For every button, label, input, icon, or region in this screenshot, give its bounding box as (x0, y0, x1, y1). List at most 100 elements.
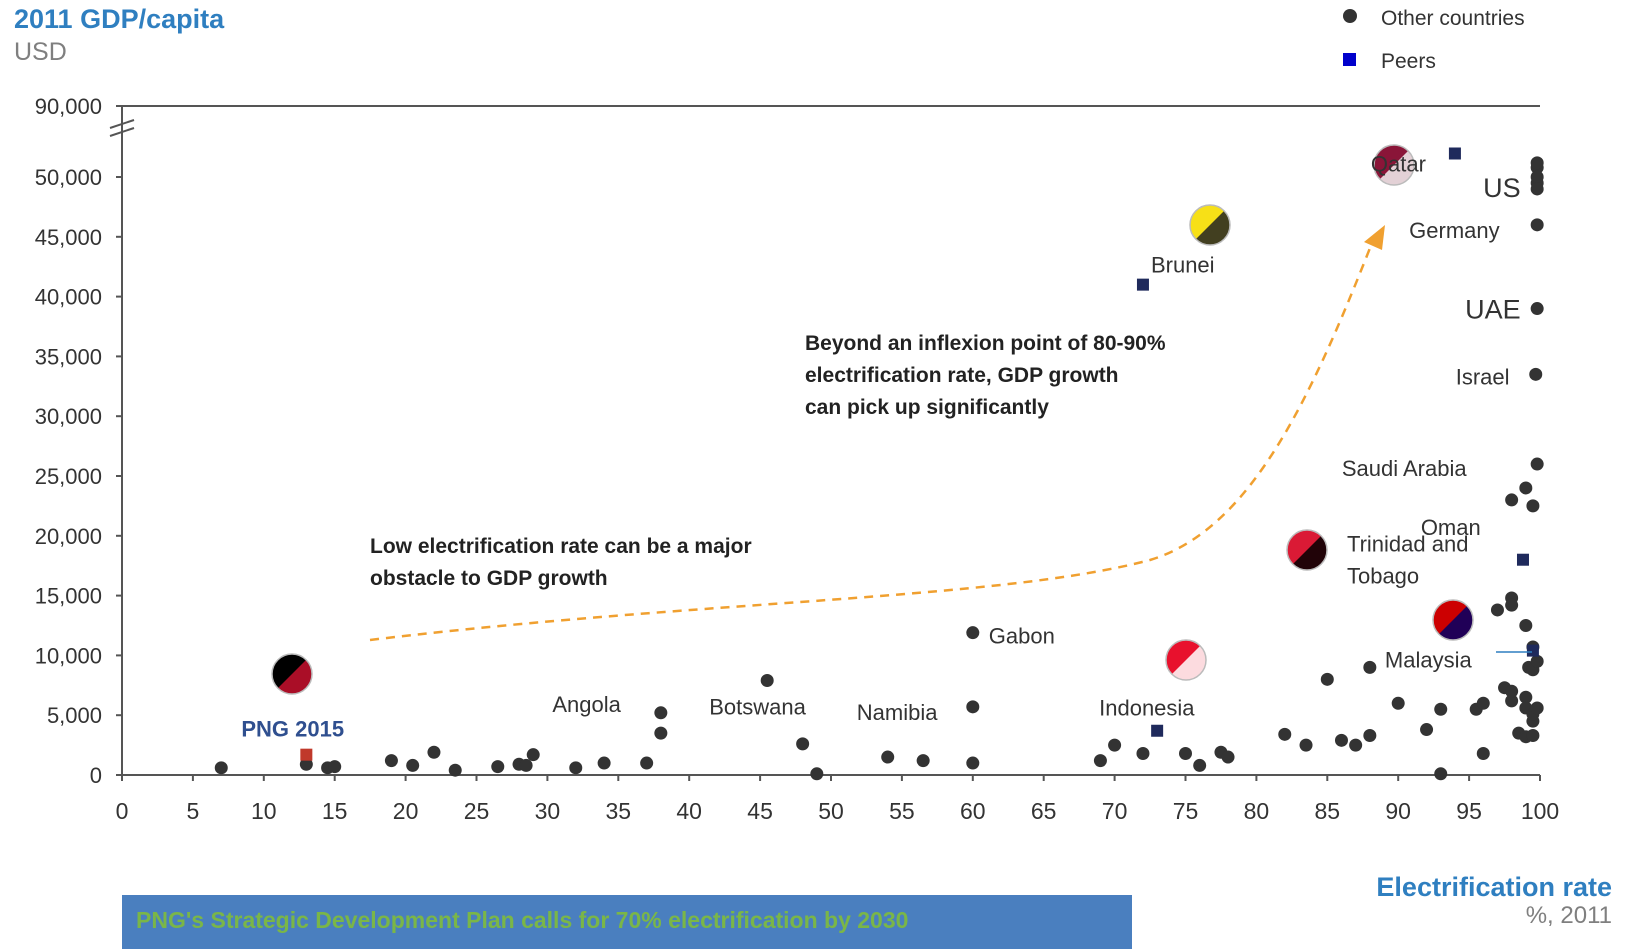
data-point-other (966, 756, 980, 770)
x-tick-label: 30 (535, 798, 561, 824)
y-tick-label: 0 (90, 763, 102, 788)
strategy-banner: PNG's Strategic Development Plan calls f… (122, 895, 1132, 949)
qatar-flag (1373, 144, 1415, 186)
data-point-other (1334, 733, 1348, 747)
data-point-other (1108, 738, 1122, 752)
data-point-other (1490, 603, 1504, 617)
data-point-other (1505, 598, 1519, 612)
x-tick-label: 70 (1102, 798, 1128, 824)
x-tick-label: 80 (1244, 798, 1270, 824)
scatter-chart: 0 5,000 10,000 15,000 20,000 25,000 30,000 35,0… (35, 94, 1559, 824)
data-point-other (1530, 170, 1544, 184)
y-tick-label: 35,000 (35, 344, 102, 369)
data-point-other (1363, 660, 1377, 674)
data-point-other (654, 706, 668, 720)
trend-arrow-head (1364, 225, 1385, 250)
legend-other-marker (1343, 9, 1357, 23)
x-tick-label: 20 (393, 798, 419, 824)
x-axis-unit: %, 2011 (1525, 902, 1612, 929)
data-point-other (569, 761, 583, 775)
data-point-other (1391, 696, 1405, 710)
y-tick-label: 30,000 (35, 404, 102, 429)
data-point-other (1179, 746, 1192, 760)
point-label: Israel (1456, 364, 1510, 389)
y-tick-label: 5,000 (47, 703, 102, 728)
annotation-text: can pick up significantly (805, 396, 1049, 419)
y-axis-title: 2011 GDP/capita (14, 4, 225, 34)
data-point-other (519, 758, 533, 772)
x-tick-label: 0 (116, 798, 129, 824)
point-label: Trinidad and (1347, 532, 1468, 557)
legend-peers-label: Peers (1381, 50, 1436, 73)
data-point-peer (300, 748, 313, 761)
brunei-flag (1189, 204, 1231, 246)
data-point-other (1434, 702, 1448, 716)
annotation-text: obstacle to GDP growth (370, 567, 608, 590)
data-point-other (1530, 654, 1544, 668)
data-point-other (1420, 723, 1434, 737)
data-point-other (810, 767, 824, 781)
x-tick-label: 60 (960, 798, 986, 824)
x-tick-label: 100 (1521, 798, 1559, 824)
data-point-other (1526, 729, 1540, 743)
papua-new-guinea-flag (271, 653, 313, 695)
data-point-other (654, 726, 668, 740)
data-point-other (1530, 218, 1544, 232)
data-point-other (1530, 156, 1544, 170)
point-label: Namibia (857, 700, 938, 725)
legend-other-label: Other countries (1381, 7, 1525, 30)
data-point-peer (1151, 724, 1164, 737)
data-point-other (1519, 481, 1533, 495)
data-point-other (1434, 767, 1448, 781)
data-point-other (796, 737, 810, 751)
x-tick-label: 65 (1031, 798, 1057, 824)
data-point-other (1505, 684, 1519, 698)
point-label: Botswana (709, 695, 806, 720)
data-point-other (1505, 694, 1519, 708)
data-point-other (1530, 701, 1544, 715)
y-tick-label: 20,000 (35, 524, 102, 549)
data-point-other (214, 761, 228, 775)
legend-peers-marker (1343, 53, 1356, 66)
data-point-other (640, 756, 654, 770)
y-tick-label: 15,000 (35, 584, 102, 609)
data-point-other (881, 750, 895, 764)
data-point-other (916, 754, 930, 768)
point-label: Indonesia (1099, 696, 1195, 721)
trend-arrow-line (369, 247, 1372, 642)
data-point-other (1530, 302, 1544, 316)
point-label: Angola (552, 692, 621, 717)
point-label: Qatar (1371, 152, 1426, 177)
data-point-peer (1448, 147, 1461, 160)
axis-break-mark (109, 127, 135, 137)
data-point-other (760, 674, 774, 688)
y-tick-label: 10,000 (35, 643, 102, 668)
y-axis-unit: USD (14, 38, 67, 66)
data-point-other (1526, 499, 1540, 513)
point-label: Tobago (1347, 564, 1419, 589)
data-point-other (1530, 182, 1544, 196)
point-label: Malaysia (1385, 648, 1473, 673)
annotation-text: Low electrification rate can be a major (370, 535, 752, 558)
point-label: Oman (1421, 515, 1481, 540)
x-tick-label: 50 (818, 798, 844, 824)
x-tick-label: 45 (747, 798, 773, 824)
data-point-other (1299, 738, 1313, 752)
y-tick-label: 40,000 (35, 285, 102, 310)
malaysia-flag (1432, 599, 1474, 641)
point-label: Saudi Arabia (1342, 456, 1468, 481)
x-tick-label: 40 (676, 798, 702, 824)
data-point-other (1349, 738, 1363, 752)
data-point-other (966, 700, 980, 714)
data-point-other (1519, 619, 1533, 632)
data-point-other (299, 757, 313, 771)
data-point-other (1476, 746, 1490, 760)
data-point-peer (1136, 278, 1149, 291)
data-point-other (328, 760, 342, 774)
annotation-text: electrification rate, GDP growth (805, 364, 1119, 387)
axis-break-mark (109, 119, 135, 129)
data-point-other (597, 756, 611, 770)
x-tick-label: 75 (1173, 798, 1199, 824)
y-tick-label: 90,000 (35, 94, 102, 119)
data-point-other (491, 760, 505, 774)
